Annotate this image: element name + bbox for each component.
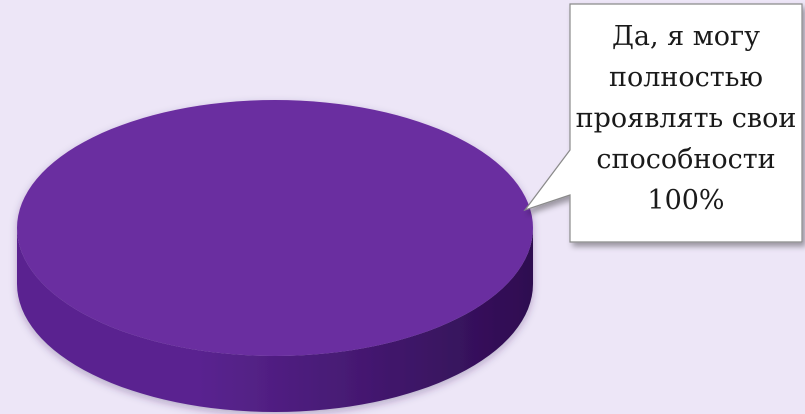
callout-box xyxy=(523,3,803,243)
data-label-line: полностью xyxy=(609,62,763,93)
data-label-line: 100% xyxy=(647,185,724,216)
pie-slice-3d xyxy=(17,100,533,412)
data-label-callout: Да, я могу полностью проявлять свои способн… xyxy=(523,3,803,243)
pie-slice-side xyxy=(17,228,533,412)
data-label-line: Да, я могу xyxy=(612,21,760,52)
data-label-line: способности xyxy=(596,144,775,175)
data-label-line: проявлять свои xyxy=(576,103,797,134)
pie-slice-top xyxy=(17,100,533,356)
data-label: Да, я могу полностью проявлять свои способн… xyxy=(576,21,797,216)
